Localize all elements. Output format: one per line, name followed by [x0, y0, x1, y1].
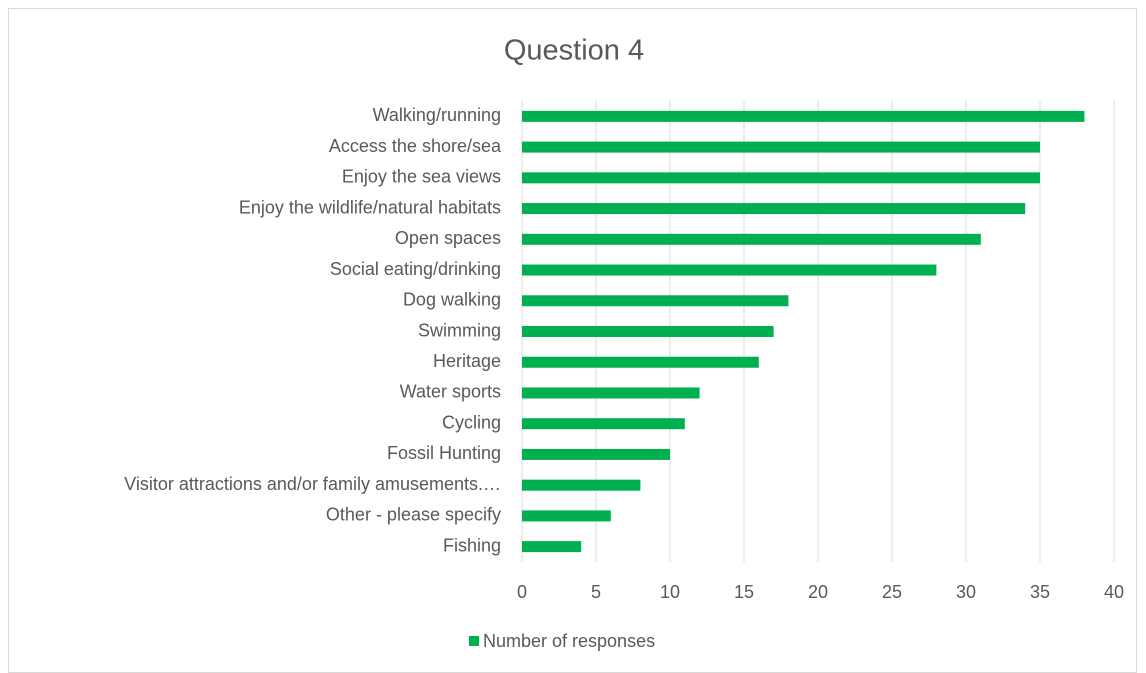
chart-title: Question 4	[504, 35, 644, 67]
bar	[522, 110, 1085, 122]
x-tick-label: 20	[808, 582, 828, 602]
bar	[522, 295, 789, 307]
bar	[522, 141, 1040, 153]
x-tick-label: 25	[882, 582, 902, 602]
chart-border	[8, 8, 1137, 673]
y-tick-label: Heritage	[433, 351, 501, 371]
y-tick-label: Walking/running	[373, 105, 501, 125]
y-tick-label: Enjoy the sea views	[342, 167, 501, 187]
bar	[522, 418, 685, 430]
y-tick-label: Access the shore/sea	[329, 136, 502, 156]
bar	[522, 510, 611, 522]
x-tick-label: 10	[660, 582, 680, 602]
legend-swatch	[469, 636, 479, 646]
y-tick-label: Dog walking	[403, 290, 501, 310]
bar	[522, 203, 1026, 215]
y-tick-label: Open spaces	[395, 228, 501, 248]
y-tick-label: Cycling	[442, 412, 501, 432]
y-tick-label: Social eating/drinking	[330, 259, 501, 279]
bar	[522, 233, 981, 245]
x-tick-label: 30	[956, 582, 976, 602]
x-tick-label: 15	[734, 582, 754, 602]
y-tick-label: Other - please specify	[326, 505, 501, 525]
bar	[522, 541, 582, 553]
x-tick-label: 0	[517, 582, 527, 602]
bar	[522, 479, 641, 491]
x-tick-label: 5	[591, 582, 601, 602]
y-tick-label: Swimming	[418, 320, 501, 340]
y-tick-label: Fossil Hunting	[387, 443, 501, 463]
y-tick-label: Visitor attractions and/or family amusem…	[124, 474, 501, 494]
y-tick-label: Water sports	[400, 382, 501, 402]
bar	[522, 172, 1040, 184]
y-tick-label: Fishing	[443, 535, 501, 555]
bar	[522, 356, 759, 368]
x-tick-label: 40	[1104, 582, 1124, 602]
bar	[522, 448, 670, 460]
y-tick-label: Enjoy the wildlife/natural habitats	[239, 197, 501, 217]
bar	[522, 387, 700, 399]
bar	[522, 326, 774, 337]
bar	[522, 264, 937, 276]
legend-label: Number of responses	[483, 631, 655, 651]
x-tick-label: 35	[1030, 582, 1050, 602]
